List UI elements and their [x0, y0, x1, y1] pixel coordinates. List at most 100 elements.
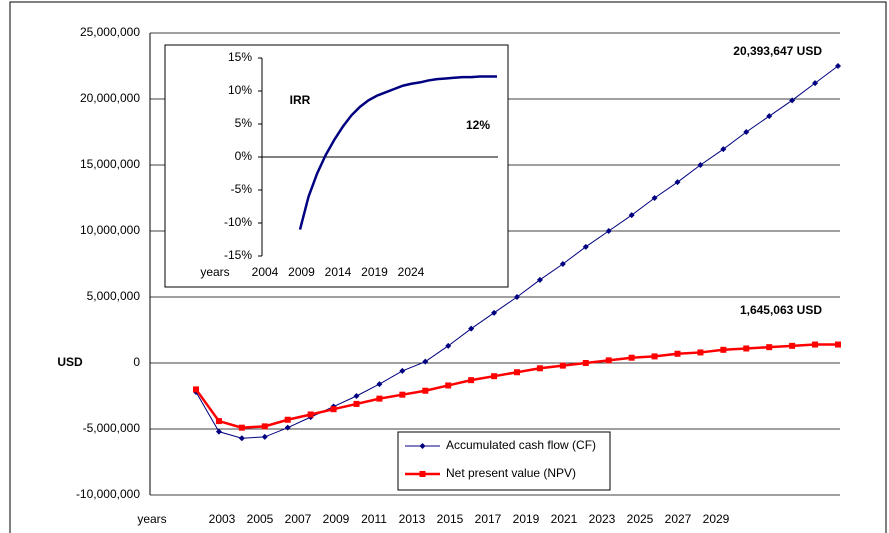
x-tick-label: 2013 [399, 512, 426, 526]
legend-marker [419, 443, 426, 449]
x-tick-label: 2009 [288, 265, 315, 279]
y-tick-label: -5,000,000 [83, 421, 141, 435]
marker [536, 276, 543, 283]
marker [491, 309, 498, 316]
marker [789, 97, 796, 104]
marker [743, 345, 750, 352]
x-tick-label: 2014 [325, 265, 352, 279]
marker [766, 344, 773, 351]
y-tick-label: 0 [133, 355, 140, 369]
x-tick-label: 2007 [285, 512, 312, 526]
y-tick-label: 10% [228, 83, 252, 97]
y-tick-label: 20,000,000 [80, 91, 140, 105]
x-tick-label: 2003 [209, 512, 236, 526]
marker [835, 63, 841, 69]
marker [215, 418, 222, 425]
marker [422, 358, 429, 365]
marker [399, 367, 406, 374]
y-tick-label: 0% [235, 149, 253, 163]
y-tick-label: 15% [228, 50, 252, 64]
series-line [298, 75, 497, 230]
marker [376, 381, 383, 388]
marker [559, 362, 566, 369]
marker [284, 424, 291, 431]
x-tick-label: 2024 [398, 265, 425, 279]
marker [376, 395, 383, 402]
x-tick-label: years [137, 512, 166, 526]
x-tick-label: 2029 [703, 512, 730, 526]
marker [812, 80, 819, 87]
y-axis-label: USD [57, 355, 83, 369]
x-tick-label: 2017 [475, 512, 502, 526]
marker [422, 387, 429, 394]
marker [238, 435, 245, 442]
y-tick-label: -15% [224, 248, 252, 262]
legend-box [397, 431, 611, 491]
marker [697, 162, 704, 168]
marker [766, 113, 773, 120]
marker [651, 353, 658, 360]
annotation: 20,393,647 USD [733, 44, 822, 58]
y-tick-label: 5% [235, 116, 253, 130]
y-tick-label: -10,000,000 [76, 487, 140, 501]
marker [674, 350, 681, 357]
marker [514, 294, 520, 300]
x-tick-label: 2027 [665, 512, 692, 526]
x-tick-label: 2011 [361, 512, 387, 526]
marker [468, 325, 475, 332]
annotation: 1,645,063 USD [740, 303, 822, 317]
marker [284, 416, 291, 423]
marker [605, 228, 612, 234]
series-line [194, 343, 838, 429]
chart-frame [9, 1, 887, 533]
marker [651, 195, 658, 201]
marker [491, 373, 498, 380]
x-tick-label: 2019 [513, 512, 540, 526]
marker [720, 146, 727, 153]
inset-title: IRR [290, 93, 311, 107]
marker [261, 423, 268, 430]
marker [697, 349, 704, 356]
marker [215, 428, 222, 435]
marker [330, 406, 337, 413]
marker [789, 342, 796, 349]
x-tick-label: 2005 [247, 512, 274, 526]
legend-label: Accumulated cash flow (CF) [446, 438, 596, 452]
marker [743, 129, 750, 135]
marker [514, 369, 520, 376]
legend-marker [419, 471, 426, 477]
y-tick-label: 15,000,000 [80, 157, 140, 171]
marker [628, 354, 635, 361]
marker [307, 411, 314, 418]
x-tick-label: years [200, 265, 229, 279]
marker [193, 386, 199, 393]
marker [812, 341, 819, 348]
marker [353, 393, 360, 399]
marker [582, 360, 589, 366]
y-tick-label: 25,000,000 [80, 25, 140, 39]
inset-frame [164, 44, 509, 288]
marker [582, 243, 589, 250]
x-tick-label: 2009 [323, 512, 350, 526]
y-tick-label: -10% [224, 215, 252, 229]
y-tick-label: -5% [231, 182, 253, 196]
y-tick-label: 5,000,000 [87, 289, 141, 303]
x-tick-label: 2019 [361, 265, 388, 279]
marker [445, 342, 452, 349]
x-tick-label: 2021 [551, 512, 578, 526]
x-tick-label: 2025 [627, 512, 654, 526]
marker [628, 212, 635, 219]
marker [238, 424, 245, 431]
marker [261, 433, 268, 440]
marker [353, 400, 360, 407]
x-tick-label: 2004 [252, 265, 279, 279]
marker [835, 341, 841, 348]
legend-label: Net present value (NPV) [446, 466, 576, 480]
x-tick-label: 2015 [437, 512, 464, 526]
marker [468, 377, 475, 384]
marker [605, 357, 612, 364]
marker [399, 391, 406, 398]
marker [674, 179, 681, 186]
marker [536, 365, 543, 372]
